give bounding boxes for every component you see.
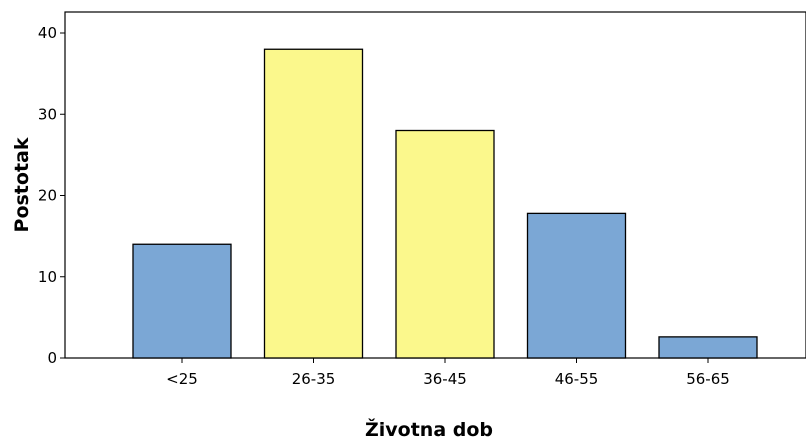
x-axis-title: Životna dob (365, 418, 493, 439)
y-axis-ticks: 0 10 20 30 40 (38, 24, 65, 367)
bar-5 (658, 336, 758, 359)
bar-3 (395, 129, 495, 359)
y-tick-label: 10 (38, 268, 57, 286)
x-tick-label: 36-45 (423, 370, 467, 388)
y-axis-title: Postotak (11, 137, 33, 232)
y-tick-label: 30 (38, 105, 57, 123)
x-tick-label: 46-55 (555, 370, 599, 388)
y-tick-label: 40 (38, 24, 57, 42)
bar-1 (132, 243, 232, 359)
y-tick-label: 0 (47, 349, 57, 367)
y-tick-label: 20 (38, 187, 57, 205)
bar-2 (263, 48, 364, 359)
x-tick-label: <25 (166, 370, 198, 388)
x-axis-ticks: <25 26-35 36-45 46-55 56-65 (166, 358, 730, 388)
x-tick-label: 26-35 (292, 370, 336, 388)
x-tick-label: 56-65 (686, 370, 730, 388)
bars (132, 48, 758, 359)
bar-4 (526, 212, 627, 359)
